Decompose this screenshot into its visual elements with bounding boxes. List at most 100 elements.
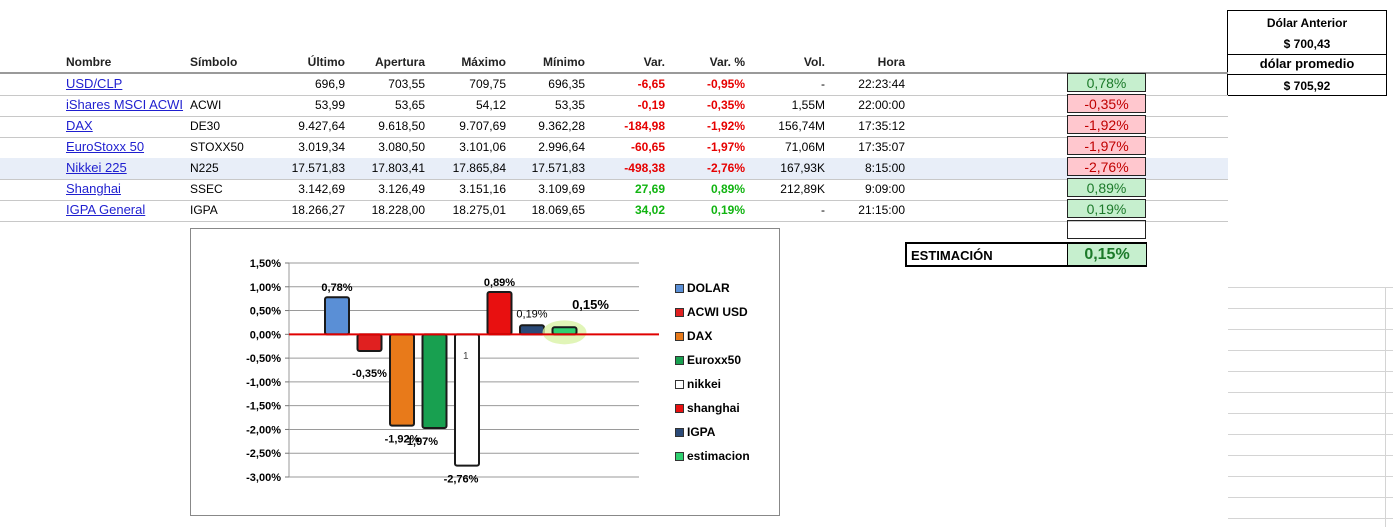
cell-hora: 8:15:00 xyxy=(864,161,905,175)
instrument-link[interactable]: iShares MSCI ACWI xyxy=(66,97,184,112)
cell-simbolo: DE30 xyxy=(190,119,221,133)
percent-cell: -1,97% xyxy=(1067,136,1146,155)
table-row: USD/CLP 696,9 703,55 709,75 696,35 -6,65 -0,95… xyxy=(0,74,1228,96)
legend-label: nikkei xyxy=(687,377,722,391)
cell-minimo: 696,35 xyxy=(548,77,585,91)
data-label: 0,15% xyxy=(572,297,609,312)
header-nombre: Nombre xyxy=(66,55,112,69)
bar xyxy=(356,333,383,352)
dolar-promedio-label: dólar promedio xyxy=(1259,56,1355,71)
instrument-link[interactable]: EuroStoxx 50 xyxy=(66,139,145,154)
percent-cell: -0,35% xyxy=(1067,94,1146,113)
cell-var-pct: -0,95% xyxy=(706,77,745,91)
bar xyxy=(389,333,415,427)
legend-swatch xyxy=(675,284,684,293)
cell-maximo: 9.707,69 xyxy=(459,119,506,133)
header-var-pct: Var. % xyxy=(709,55,745,69)
grid-line xyxy=(1228,518,1393,519)
instrument-link[interactable]: DAX xyxy=(66,118,93,133)
instrument-link[interactable]: Nikkei 225 xyxy=(66,160,127,175)
estimacion-value: 0,15% xyxy=(1067,244,1146,265)
data-label: 0,19% xyxy=(516,308,547,320)
data-label: -0,35% xyxy=(352,368,387,380)
header-minimo: Mínimo xyxy=(543,55,585,69)
cell-maximo: 709,75 xyxy=(469,77,506,91)
grid-line xyxy=(1228,329,1393,330)
cell-simbolo: IGPA xyxy=(190,203,218,217)
legend-swatch xyxy=(675,428,684,437)
cell-minimo: 18.069,65 xyxy=(531,203,585,217)
cell-vol: - xyxy=(821,77,825,91)
cell-maximo: 3.151,16 xyxy=(459,182,506,196)
cell-ultimo: 9.427,64 xyxy=(298,119,345,133)
cell-vol: 212,89K xyxy=(780,182,825,196)
dollar-box: Dólar Anterior $ 700,43 dólar promedio $… xyxy=(1227,10,1387,96)
grid-line xyxy=(1385,287,1386,527)
legend-swatch xyxy=(675,380,684,389)
y-tick-label: 0,50% xyxy=(250,306,281,318)
cell-apertura: 17.803,41 xyxy=(371,161,425,175)
y-tick-label: 0,00% xyxy=(250,329,281,341)
grid-line xyxy=(1228,476,1393,477)
cell-hora: 22:23:44 xyxy=(858,77,905,91)
grid-line xyxy=(1228,455,1393,456)
bar xyxy=(421,333,448,430)
cell-var: -6,65 xyxy=(637,77,665,91)
percent-cell: -2,76% xyxy=(1067,157,1146,176)
cell-hora: 21:15:00 xyxy=(858,203,905,217)
cell-minimo: 17.571,83 xyxy=(531,161,585,175)
percent-cell: -1,92% xyxy=(1067,115,1146,134)
legend-label: Euroxx50 xyxy=(687,353,742,367)
dolar-anterior-label: Dólar Anterior xyxy=(1266,16,1348,30)
cell-var: -60,65 xyxy=(630,140,665,154)
y-tick-label: -2,50% xyxy=(246,448,281,460)
grid-line xyxy=(1228,413,1393,414)
cell-apertura: 3.080,50 xyxy=(378,140,425,154)
cell-simbolo: STOXX50 xyxy=(190,140,244,154)
bar xyxy=(519,324,545,336)
cell-minimo: 3.109,69 xyxy=(538,182,585,196)
chart-container: 1,50% 1,00% 0,50% 0,00% -0,50% -1,00% -1,50% -2… xyxy=(190,228,780,516)
legend-swatch xyxy=(675,452,684,461)
data-label: 0,78% xyxy=(321,282,352,294)
bar xyxy=(324,296,350,336)
empty-cell xyxy=(1067,220,1146,239)
y-tick-label: 1,50% xyxy=(250,258,281,270)
cell-vol: 156,74M xyxy=(778,119,825,133)
cell-apertura: 3.126,49 xyxy=(378,182,425,196)
instrument-link[interactable]: Shanghai xyxy=(66,181,121,196)
legend-label: ACWI USD xyxy=(687,305,748,319)
cell-apertura: 703,55 xyxy=(388,77,425,91)
cell-var-pct: 0,19% xyxy=(710,203,745,217)
y-tick-label: 1,00% xyxy=(250,282,281,294)
cell-var-pct: -1,92% xyxy=(706,119,745,133)
instrument-link[interactable]: USD/CLP xyxy=(66,76,123,91)
cell-var-pct: -1,97% xyxy=(706,140,745,154)
legend-label: shanghai xyxy=(687,401,740,415)
legend-swatch xyxy=(675,308,684,317)
cell-var: -184,98 xyxy=(624,119,665,133)
instrument-link[interactable]: IGPA General xyxy=(66,202,146,217)
cell-var: 27,69 xyxy=(634,182,665,196)
legend-label: DAX xyxy=(687,329,713,343)
header-ultimo: Último xyxy=(307,55,345,69)
grid-line xyxy=(1228,371,1393,372)
dolar-divider-2 xyxy=(1228,74,1386,75)
header-var: Var. xyxy=(643,55,665,69)
cell-ultimo: 53,99 xyxy=(314,98,345,112)
cell-maximo: 18.275,01 xyxy=(452,203,506,217)
grid-line xyxy=(1228,308,1393,309)
cell-var: 34,02 xyxy=(634,203,665,217)
cell-var: -498,38 xyxy=(624,161,665,175)
cell-ultimo: 17.571,83 xyxy=(291,161,345,175)
stray-label: 1 xyxy=(463,351,469,362)
dolar-anterior-value: $ 700,43 xyxy=(1283,37,1331,51)
data-label: 1,97% xyxy=(407,436,438,448)
data-label: 0,89% xyxy=(484,277,515,289)
legend-swatch xyxy=(675,404,684,413)
table-row: iShares MSCI ACWI ACWI 53,99 53,65 54,12 53,3… xyxy=(0,95,1228,117)
grid-line xyxy=(1228,287,1393,288)
y-tick-label: -1,00% xyxy=(246,377,281,389)
cell-vol: 1,55M xyxy=(791,98,825,112)
header-maximo: Máximo xyxy=(461,55,506,69)
